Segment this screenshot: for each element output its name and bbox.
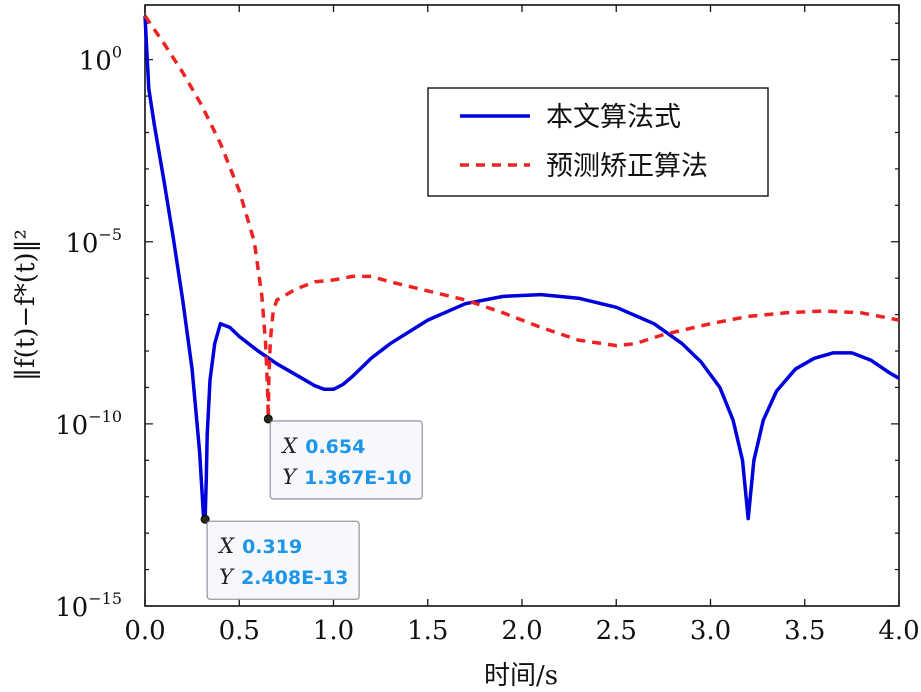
x-axis-label: 时间/s	[484, 661, 558, 691]
datatip-marker[interactable]	[200, 514, 210, 524]
y-tick-label: 10−10	[55, 407, 122, 441]
datatip[interactable]: X 0.319 Y 2.408E-13	[206, 520, 360, 600]
y-tick-label: 100	[79, 43, 122, 77]
x-tick-labels: 0.0 0.5 1.0 1.5 2.0 2.5 3.0 3.5 4.0	[124, 616, 919, 646]
axis-ticks	[144, 5, 900, 607]
y-tick-label: 10−5	[65, 225, 122, 259]
datatip-y-row: Y 2.408E-13	[219, 565, 348, 589]
datatip-markers	[200, 414, 273, 524]
datatip-x-row: X 0.654	[280, 434, 365, 458]
x-tick-label: 1.5	[407, 616, 448, 646]
datatip-marker[interactable]	[263, 414, 273, 424]
x-tick-label: 3.5	[784, 616, 825, 646]
x-tick-label: 3.0	[690, 616, 731, 646]
x-tick-label: 0.5	[219, 616, 260, 646]
datatip[interactable]: X 0.654 Y 1.367E-10	[269, 420, 423, 500]
datatip-box	[206, 520, 360, 600]
y-tick-labels: 100 10−5 10−10 10−15	[55, 43, 122, 623]
datatip-x-row: X 0.319	[217, 534, 302, 558]
y-axis-label: ‖f(t)−f*(t)‖²	[11, 229, 41, 381]
y-tick-label: 10−15	[55, 589, 122, 623]
legend-label: 预测矫正算法	[546, 151, 708, 182]
x-tick-label: 2.5	[596, 616, 637, 646]
x-tick-label: 4.0	[878, 616, 919, 646]
x-tick-label: 0.0	[124, 616, 165, 646]
x-tick-label: 2.0	[501, 616, 542, 646]
legend: 本文算法式 预测矫正算法	[427, 87, 769, 197]
datatip-box	[269, 420, 423, 500]
datatip-y-row: Y 1.367E-10	[282, 465, 411, 489]
legend-box	[427, 87, 769, 197]
datatips[interactable]: X 0.654 Y 1.367E-10 X 0.319 Y 2.408E-13	[206, 420, 423, 600]
x-tick-label: 1.0	[313, 616, 354, 646]
series-line-dashed	[143, 14, 900, 421]
legend-label: 本文算法式	[546, 102, 681, 133]
